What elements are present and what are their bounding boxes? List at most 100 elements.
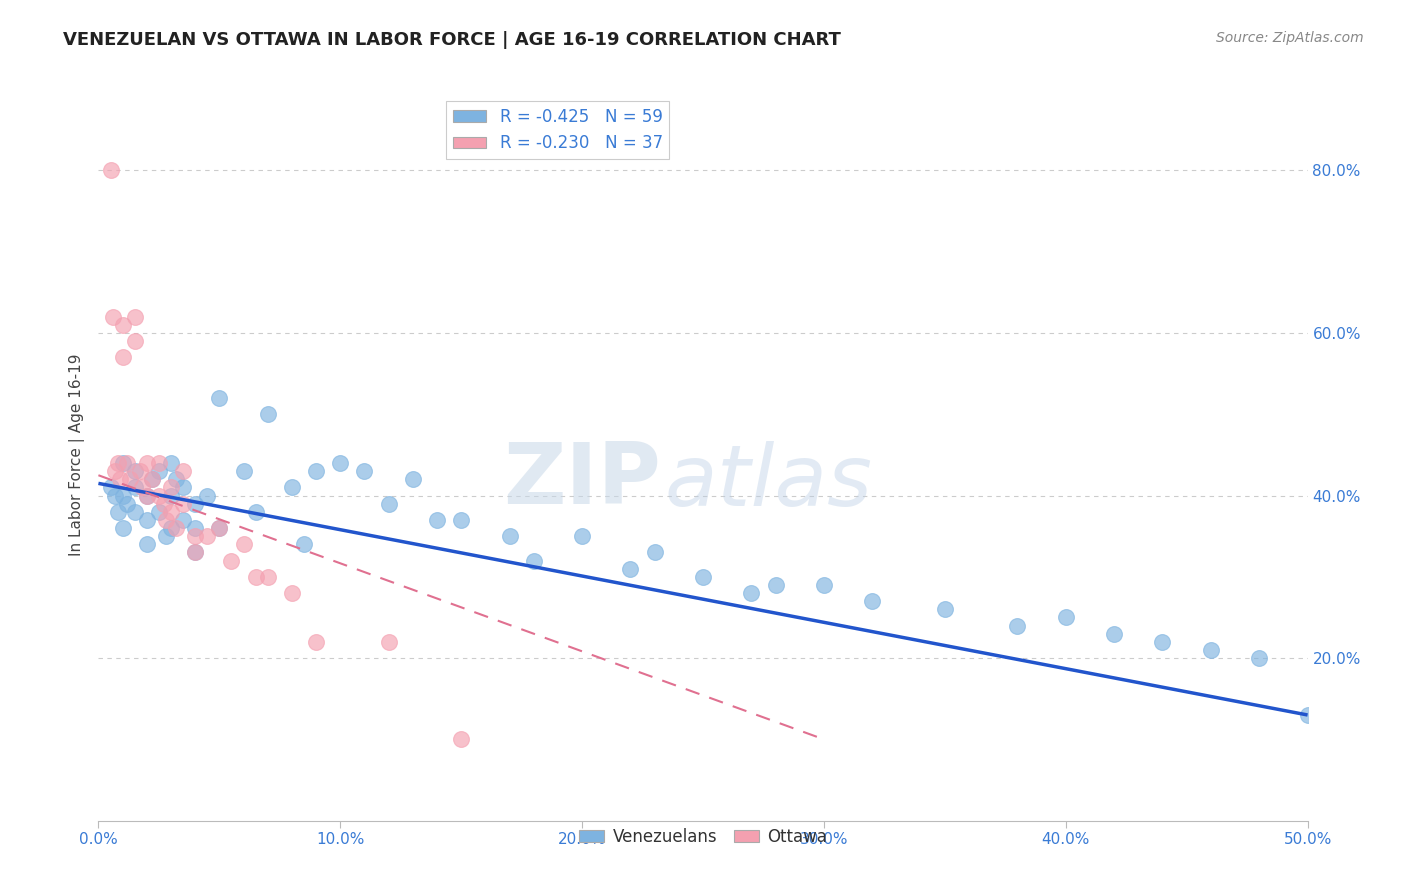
Point: [148, 505, 170, 519]
Point: [1102, 626, 1125, 640]
Text: Source: ZipAtlas.com: Source: ZipAtlas.com: [1216, 31, 1364, 45]
Point: [135, 489, 157, 503]
Point: [450, 732, 472, 747]
Point: [292, 537, 315, 551]
Point: [141, 472, 163, 486]
Text: VENEZUELAN VS OTTAWA IN LABOR FORCE | AGE 16-19 CORRELATION CHART: VENEZUELAN VS OTTAWA IN LABOR FORCE | AG…: [63, 31, 841, 49]
Point: [256, 570, 278, 584]
Point: [934, 602, 956, 616]
Point: [208, 521, 231, 535]
Point: [208, 391, 231, 405]
Point: [353, 464, 375, 478]
Point: [135, 489, 157, 503]
Point: [100, 480, 122, 494]
Point: [692, 570, 714, 584]
Point: [104, 489, 127, 503]
Point: [305, 464, 328, 478]
Point: [172, 464, 194, 478]
Point: [131, 480, 153, 494]
Point: [107, 456, 129, 470]
Point: [1199, 643, 1222, 657]
Point: [141, 472, 163, 486]
Point: [281, 480, 304, 494]
Point: [329, 456, 352, 470]
Point: [172, 480, 194, 494]
Point: [184, 497, 207, 511]
Point: [426, 513, 449, 527]
Point: [498, 529, 520, 543]
Point: [256, 407, 278, 421]
Point: [155, 529, 177, 543]
Point: [245, 570, 267, 584]
Point: [232, 464, 254, 478]
Point: [160, 521, 183, 535]
Point: [195, 529, 218, 543]
Point: [377, 635, 399, 649]
Point: [111, 456, 134, 470]
Point: [221, 553, 243, 567]
Point: [305, 635, 328, 649]
Point: [1007, 618, 1029, 632]
Point: [155, 513, 177, 527]
Point: [619, 562, 641, 576]
Point: [523, 553, 546, 567]
Point: [184, 529, 207, 543]
Point: [160, 489, 183, 503]
Point: [111, 489, 134, 503]
Point: [172, 513, 194, 527]
Point: [165, 521, 187, 535]
Point: [765, 578, 787, 592]
Point: [160, 480, 183, 494]
Point: [128, 464, 150, 478]
Point: [117, 456, 139, 470]
Point: [124, 334, 146, 348]
Point: [184, 521, 207, 535]
Point: [124, 464, 146, 478]
Point: [152, 497, 174, 511]
Point: [450, 513, 472, 527]
Point: [1249, 651, 1271, 665]
Point: [644, 545, 666, 559]
Point: [124, 480, 146, 494]
Point: [232, 537, 254, 551]
Point: [108, 472, 131, 486]
Point: [172, 497, 194, 511]
Point: [571, 529, 593, 543]
Point: [124, 505, 146, 519]
Point: [245, 505, 267, 519]
Point: [165, 472, 187, 486]
Point: [160, 456, 183, 470]
Point: [118, 472, 141, 486]
Point: [148, 489, 170, 503]
Point: [195, 489, 218, 503]
Point: [184, 545, 207, 559]
Point: [135, 537, 157, 551]
Point: [101, 310, 124, 324]
Text: ZIP: ZIP: [503, 439, 661, 522]
Point: [813, 578, 835, 592]
Text: atlas: atlas: [664, 442, 872, 524]
Point: [402, 472, 425, 486]
Point: [124, 310, 146, 324]
Point: [208, 521, 231, 535]
Point: [100, 163, 122, 178]
Point: [107, 505, 129, 519]
Point: [1296, 708, 1319, 723]
Point: [135, 456, 157, 470]
Point: [281, 586, 304, 600]
Point: [148, 464, 170, 478]
Point: [1054, 610, 1077, 624]
Point: [1152, 635, 1174, 649]
Point: [148, 456, 170, 470]
Point: [377, 497, 399, 511]
Point: [111, 318, 134, 332]
Point: [860, 594, 883, 608]
Point: [111, 351, 134, 365]
Point: [160, 505, 183, 519]
Point: [104, 464, 127, 478]
Point: [111, 521, 134, 535]
Point: [135, 513, 157, 527]
Point: [740, 586, 762, 600]
Point: [184, 545, 207, 559]
Y-axis label: In Labor Force | Age 16-19: In Labor Force | Age 16-19: [69, 353, 84, 557]
